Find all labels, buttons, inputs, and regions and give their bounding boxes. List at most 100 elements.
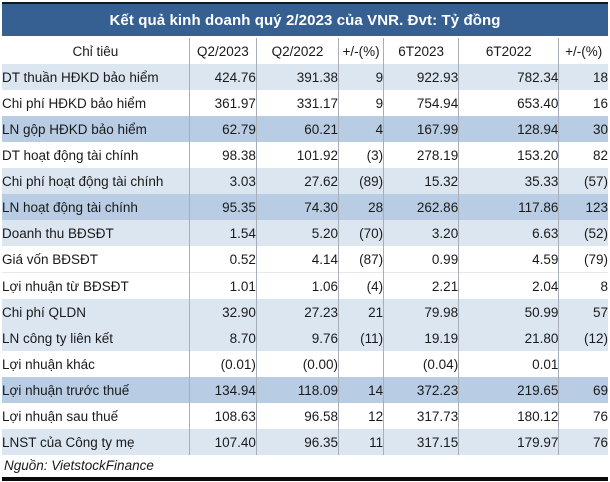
table-row: Lợi nhuận khác (0.01) (0.00) (0.04) 0.01 (2, 351, 608, 377)
value-cell: 27.62 (255, 168, 339, 194)
value-cell: 179.97 (458, 429, 559, 455)
table-row: Doanh thu BĐSĐT 1.54 5.20 (70) 3.20 6.63 (52) (2, 220, 608, 246)
value-cell: 153.20 (458, 142, 559, 168)
value-cell: 0.52 (188, 246, 257, 273)
table-row: Lợi nhuận sau thuế 108.63 96.58 12 317.73 180… (2, 403, 608, 429)
results-table: Chỉ tiêu Q2/2023 Q2/2022 +/-(%) 6T2023 6T2022… (2, 38, 608, 455)
column-header: 6T2022 (458, 38, 559, 64)
table-body: DT thuần HĐKD bảo hiểm 424.76 391.38 9 922.9… (2, 64, 608, 455)
value-cell: 57 (558, 299, 608, 325)
value-cell: 782.34 (458, 64, 559, 90)
value-cell: (52) (558, 220, 608, 246)
column-header: Q2/2022 (255, 38, 339, 64)
value-cell: 653.40 (458, 90, 559, 116)
report-title: Kết quả kinh doanh quý 2/2023 của VNR. Đ… (109, 11, 501, 29)
metric-label-cell: DT hoạt động tài chính (2, 147, 139, 163)
value-cell: (57) (558, 168, 608, 194)
value-cell: 317.73 (383, 403, 459, 429)
value-cell: 69 (558, 377, 608, 403)
metric-label-cell: Chi phí hoạt động tài chính (2, 173, 164, 189)
value-cell: 18 (558, 64, 608, 90)
value-cell: 1.54 (188, 220, 257, 246)
value-cell: 50.99 (458, 299, 559, 325)
metric-label-cell: LN công ty liên kết (2, 330, 114, 346)
value-cell: 62.79 (188, 116, 257, 142)
value-cell (338, 351, 384, 377)
report-title-bar: Kết quả kinh doanh quý 2/2023 của VNR. Đ… (2, 2, 608, 36)
value-cell: 15.32 (383, 168, 459, 194)
value-cell: 60.21 (255, 116, 339, 142)
value-cell: 9.76 (255, 325, 339, 351)
value-cell: 8.70 (188, 325, 257, 351)
value-cell: 317.15 (383, 429, 459, 455)
value-cell: 98.38 (188, 142, 257, 168)
value-cell: (3) (338, 142, 384, 168)
table-row: LNST của Công ty mẹ 107.40 96.35 11 317.15 17… (2, 429, 608, 455)
source-note: Nguồn: VietstockFinance (2, 455, 608, 477)
value-cell: (0.04) (383, 351, 459, 377)
value-cell: (0.00) (255, 351, 339, 377)
value-cell: 8 (558, 272, 608, 299)
value-cell: 424.76 (188, 64, 257, 90)
value-cell: 76 (558, 403, 608, 429)
value-cell: 12 (338, 403, 384, 429)
value-cell: 2.04 (458, 272, 559, 299)
table-row: LN hoạt động tài chính 95.35 74.30 28 262.86… (2, 194, 608, 220)
column-header: 6T2023 (383, 38, 459, 64)
table-row: DT hoạt động tài chính 98.38 101.92 (3) 278.… (2, 142, 608, 168)
value-cell: 35.33 (458, 168, 559, 194)
value-cell: 754.94 (383, 90, 459, 116)
metric-label-cell: Lợi nhuận từ BĐSĐT (2, 272, 190, 299)
value-cell: 28 (338, 194, 384, 220)
value-cell: 95.35 (188, 194, 257, 220)
value-cell: 1.06 (255, 272, 339, 299)
value-cell: (79) (558, 246, 608, 273)
value-cell: 107.40 (188, 429, 257, 455)
value-cell: 79.98 (383, 299, 459, 325)
value-cell: 0.01 (458, 351, 559, 377)
value-cell: 96.35 (255, 429, 339, 455)
value-cell: 262.86 (383, 194, 459, 220)
value-cell: 118.09 (255, 377, 339, 403)
value-cell: 19.19 (383, 325, 459, 351)
value-cell: 21 (338, 299, 384, 325)
value-cell: 74.30 (255, 194, 339, 220)
value-cell: (87) (338, 246, 384, 273)
table-row: Lợi nhuận trước thuế 134.94 118.09 14 372.23… (2, 377, 608, 403)
value-cell: 278.19 (383, 142, 459, 168)
value-cell: (4) (338, 272, 384, 299)
value-cell: 123 (558, 194, 608, 220)
value-cell: 27.23 (255, 299, 339, 325)
value-cell: 219.65 (458, 377, 559, 403)
value-cell: 16 (558, 90, 608, 116)
metric-label-cell: Lợi nhuận khác (2, 356, 95, 372)
column-header: Q2/2023 (188, 38, 257, 64)
value-cell: 11 (338, 429, 384, 455)
value-cell: 180.12 (458, 403, 559, 429)
value-cell: 4.14 (255, 246, 339, 273)
value-cell: 361.97 (188, 90, 257, 116)
value-cell: 32.90 (188, 299, 257, 325)
value-cell: 1.01 (188, 272, 257, 299)
table-row: DT thuần HĐKD bảo hiểm 424.76 391.38 9 922.9… (2, 64, 608, 90)
value-cell: 167.99 (383, 116, 459, 142)
value-cell: 3.20 (383, 220, 459, 246)
value-cell: 0.99 (383, 246, 459, 273)
value-cell: 96.58 (255, 403, 339, 429)
value-cell: (12) (558, 325, 608, 351)
table-row: LN gộp HĐKD bảo hiểm 62.79 60.21 4 167.99 128… (2, 116, 608, 142)
metric-label-cell: DT thuần HĐKD bảo hiểm (2, 69, 159, 85)
value-cell: (89) (338, 168, 384, 194)
value-cell: 9 (338, 90, 384, 116)
value-cell: (70) (338, 220, 384, 246)
table-row: LN công ty liên kết 8.70 9.76 (11) 19.19 21.8… (2, 325, 608, 351)
value-cell: (11) (338, 325, 384, 351)
value-cell: 2.21 (383, 272, 459, 299)
column-header: +/-(%) (338, 38, 384, 64)
value-cell: 9 (338, 64, 384, 90)
value-cell: 4 (338, 116, 384, 142)
value-cell: 30 (558, 116, 608, 142)
value-cell: 117.86 (458, 194, 559, 220)
value-cell (558, 351, 608, 377)
